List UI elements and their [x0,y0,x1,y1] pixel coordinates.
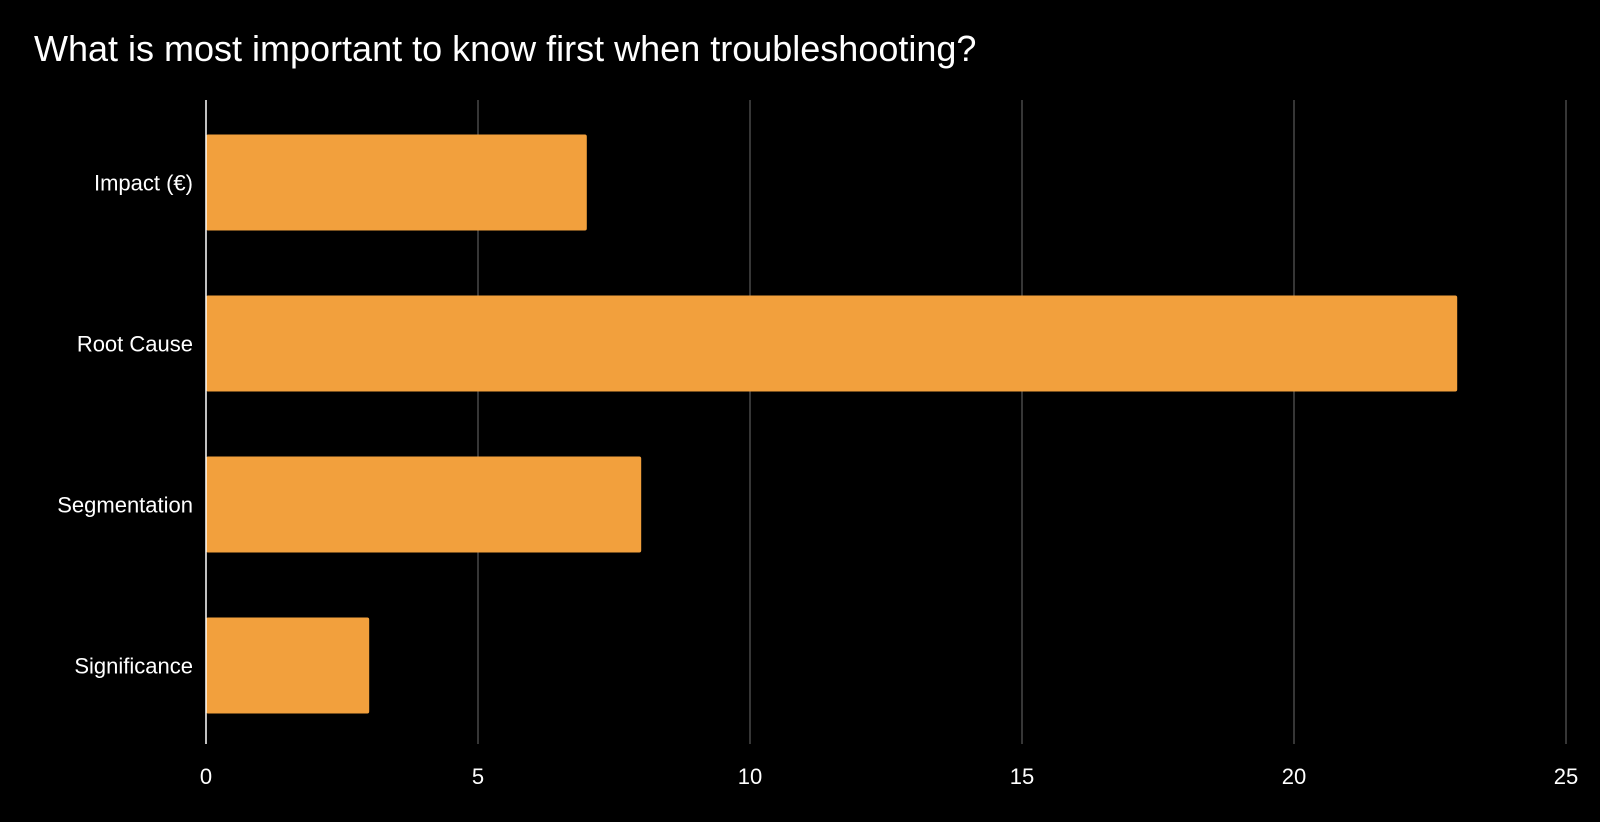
bar-root-cause [206,295,1458,392]
bars [206,134,1458,714]
category-label: Segmentation [57,493,193,518]
x-tick-label-20: 20 [1282,764,1306,789]
bar-segmentation [206,456,642,553]
gridlines [477,100,1567,744]
bar-impact [206,134,587,231]
x-tick-label-15: 15 [1010,764,1034,789]
x-tick-label-25: 25 [1554,764,1578,789]
category-label: Significance [74,654,193,679]
axes: 0 5 10 15 20 25 Impact (€) Root Cause Segmentati… [57,100,1578,789]
bar-significance [206,617,370,714]
chart-title: What is most important to know first whe… [34,28,977,69]
x-tick-label-0: 0 [200,764,212,789]
category-label: Impact (€) [94,171,193,196]
x-tick-label-5: 5 [472,764,484,789]
category-label: Root Cause [77,332,193,357]
x-tick-label-10: 10 [738,764,762,789]
